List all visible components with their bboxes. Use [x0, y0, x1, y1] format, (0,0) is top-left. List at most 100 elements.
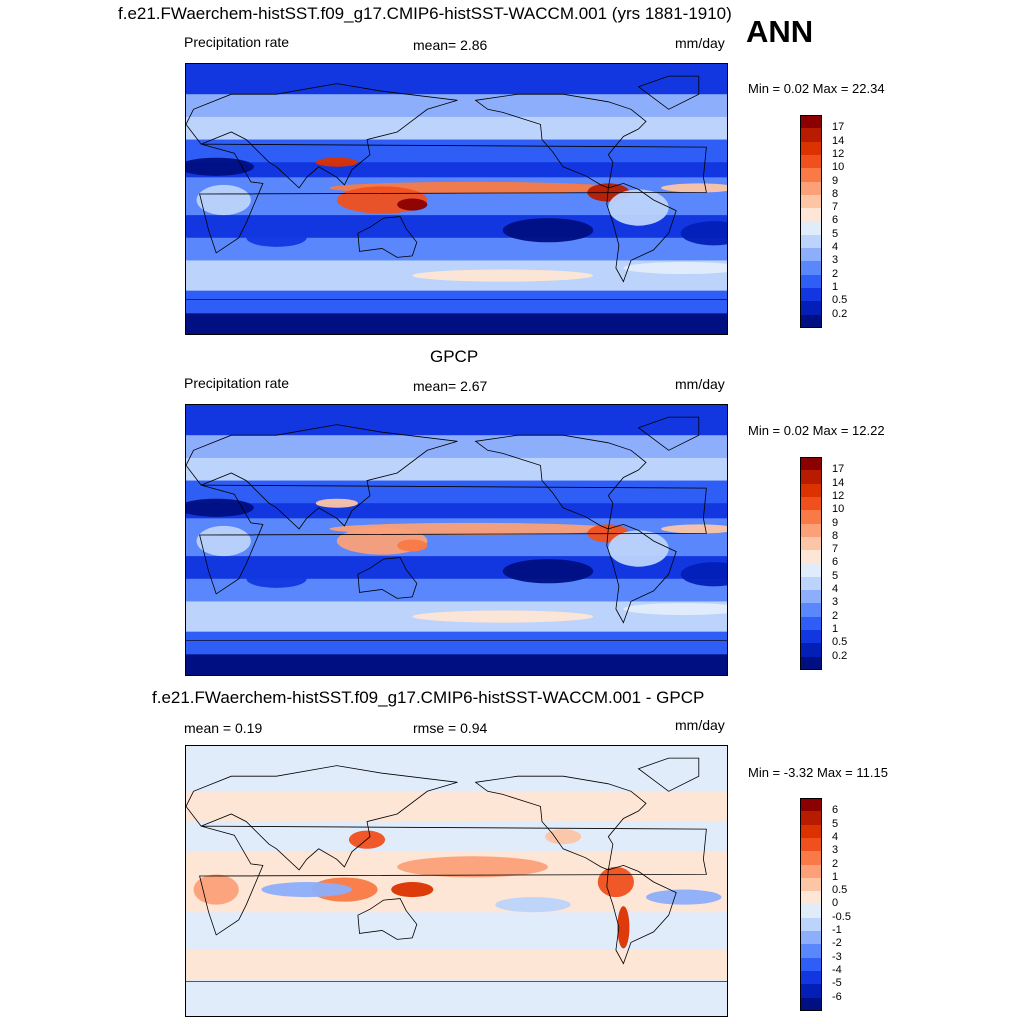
- colorbar-swatch: [800, 904, 822, 919]
- colorbar-swatch: [800, 536, 822, 551]
- panel-3-title: f.e21.FWaerchem-histSST.f09_g17.CMIP6-hi…: [152, 688, 705, 707]
- colorbar-swatch: [800, 656, 822, 671]
- colorbar-swatch: [800, 314, 822, 329]
- coastline: [637, 75, 700, 110]
- colorbar-tick-label: 9: [832, 174, 839, 187]
- coastline: [199, 143, 707, 254]
- panel-1-map: [185, 63, 728, 335]
- colorbar-swatch: [800, 798, 822, 812]
- coastline: [606, 523, 677, 624]
- colorbar-tick-label: 6: [832, 556, 839, 569]
- panel-1-map-field: [186, 64, 727, 334]
- colorbar-tick-label: -5: [832, 977, 842, 990]
- field-latitude-band: [186, 503, 727, 519]
- colorbar-swatch: [800, 616, 822, 631]
- colorbar-swatch: [800, 563, 822, 578]
- field-anomaly-blob: [261, 882, 352, 898]
- colorbar-tick-label: 5: [832, 569, 839, 582]
- field-anomaly-blob: [397, 198, 428, 211]
- colorbar-tick-label: 14: [832, 476, 845, 489]
- colorbar-tick-label: 4: [832, 241, 839, 253]
- coastline: [357, 898, 418, 940]
- season-label: ANN: [746, 14, 814, 49]
- field-anomaly-blob: [680, 221, 727, 246]
- colorbar-tick-label: 10: [832, 503, 845, 516]
- colorbar-swatch: [800, 154, 822, 169]
- panel-2-map: [185, 404, 728, 676]
- colorbar-tick-label: -6: [832, 990, 842, 1003]
- colorbar-swatch: [800, 957, 822, 972]
- colorbar-tick-label: -0.5: [832, 910, 851, 923]
- field-anomaly-blob: [391, 882, 434, 898]
- field-anomaly-blob: [196, 525, 251, 557]
- panel-2-units-label: mm/day: [675, 376, 725, 392]
- colorbar-swatch: [800, 984, 822, 998]
- colorbar-tick-label: 3: [832, 254, 839, 267]
- field-anomaly-blob: [623, 602, 727, 616]
- colorbar-swatch: [800, 141, 822, 156]
- field-latitude-band: [186, 578, 727, 602]
- colorbar-tick-label: 2: [832, 857, 839, 870]
- field-anomaly-blob: [597, 866, 634, 898]
- field-latitude-band: [186, 290, 727, 314]
- field-latitude-band: [186, 94, 727, 118]
- coastline: [637, 416, 700, 451]
- colorbar-tick-label: 0.2: [832, 307, 848, 320]
- colorbar-swatch: [800, 824, 822, 839]
- colorbar-tick-label: 8: [832, 529, 839, 542]
- colorbar-swatch: [800, 128, 822, 143]
- colorbar-tick-label: 0: [832, 897, 839, 910]
- field-latitude-band: [186, 791, 727, 823]
- panel-1-minmax-label: Min = 0.02 Max = 22.34: [748, 81, 885, 96]
- field-latitude-band: [186, 746, 727, 792]
- colorbar-swatch: [800, 837, 822, 852]
- colorbar-tick-label: 17: [832, 463, 845, 476]
- field-anomaly-blob: [397, 539, 428, 552]
- colorbar-swatch: [800, 181, 822, 196]
- colorbar-tick-label: 7: [832, 543, 839, 556]
- field-latitude-band: [186, 139, 727, 163]
- colorbar-tick-label: 8: [832, 187, 839, 200]
- colorbar-tick-label: 1: [832, 280, 839, 293]
- colorbar-tick-label: 4: [832, 830, 839, 843]
- colorbar-swatch: [800, 115, 822, 129]
- field-latitude-band: [186, 980, 727, 1016]
- field-anomaly-blob: [315, 157, 358, 167]
- panel-1-mean-label: mean= 2.86: [413, 37, 488, 53]
- colorbar-swatch: [800, 917, 822, 932]
- panel-3-units-label: mm/day: [675, 717, 725, 733]
- panel-3-mean-label: mean = 0.19: [184, 720, 263, 736]
- field-latitude-band: [186, 313, 727, 334]
- coastline: [474, 775, 647, 871]
- panel-3-map-field: [186, 746, 727, 1016]
- colorbar-tick-label: 0.5: [832, 294, 848, 307]
- panel-2-mean-label: mean= 2.67: [413, 378, 488, 394]
- field-latitude-band: [186, 457, 727, 482]
- panel-3-map: [185, 745, 728, 1017]
- colorbar-swatch: [800, 576, 822, 591]
- colorbar-swatch: [800, 523, 822, 538]
- field-anomaly-blob: [186, 498, 254, 517]
- field-anomaly-blob: [661, 183, 727, 193]
- coastline: [637, 757, 700, 792]
- colorbar-swatch: [800, 261, 822, 276]
- colorbar-swatch: [800, 629, 822, 644]
- colorbar-tick-label: 5: [832, 817, 839, 830]
- colorbar-swatch: [800, 457, 822, 471]
- coastline: [186, 765, 458, 871]
- colorbar-swatch: [800, 891, 822, 905]
- colorbar-tick-label: 10: [832, 161, 845, 174]
- field-latitude-band: [186, 912, 727, 951]
- colorbar-tick-label: 12: [832, 147, 845, 160]
- colorbar-swatch: [800, 470, 822, 485]
- field-anomaly-blob: [246, 569, 307, 588]
- field-latitude-band: [186, 480, 727, 504]
- colorbar-swatch: [800, 208, 822, 222]
- colorbar-tick-label: 3: [832, 844, 839, 857]
- colorbar-swatch: [800, 877, 822, 892]
- colorbar-swatch: [800, 944, 822, 959]
- colorbar-swatch: [800, 851, 822, 865]
- field-anomaly-blob: [186, 157, 254, 176]
- field-latitude-band: [186, 435, 727, 459]
- colorbar-swatch: [800, 234, 822, 249]
